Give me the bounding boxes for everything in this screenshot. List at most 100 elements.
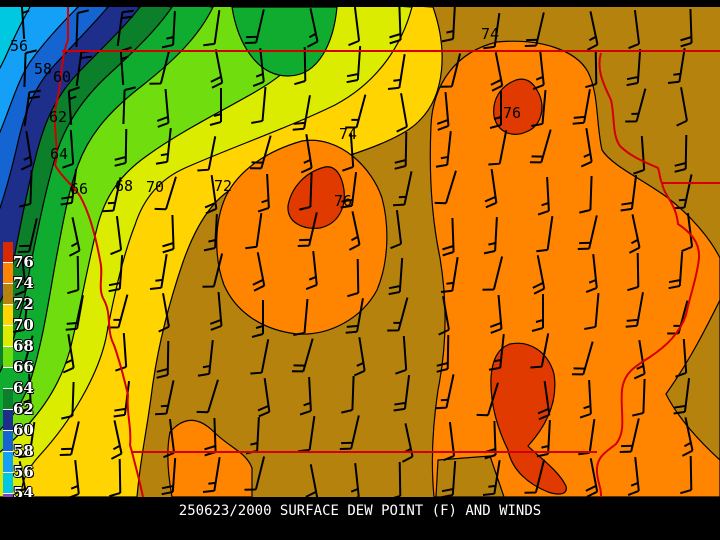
wind-barb bbox=[435, 374, 455, 410]
wind-barb bbox=[342, 132, 355, 172]
wind-barb bbox=[252, 252, 266, 292]
wind-barb bbox=[674, 134, 688, 173]
wind-barb bbox=[23, 49, 37, 88]
state-border bbox=[598, 52, 720, 184]
dewpoint-band bbox=[665, 299, 720, 461]
wind-barb bbox=[67, 459, 80, 497]
wind-barb bbox=[293, 298, 309, 336]
contour-label: 72 bbox=[214, 177, 233, 195]
wind-barb bbox=[348, 7, 361, 47]
dewpoint-band bbox=[493, 78, 543, 135]
wind-barb bbox=[245, 213, 263, 250]
wind-barb bbox=[20, 7, 33, 40]
wind-barb bbox=[394, 131, 408, 170]
wind-barb bbox=[102, 177, 122, 213]
dewpoint-band bbox=[167, 419, 253, 497]
map-title: 250623/2000 SURFACE DEW POINT (F) AND WI… bbox=[178, 503, 542, 519]
wind-barb bbox=[249, 135, 272, 170]
wind-barb bbox=[531, 89, 547, 127]
wind-barb bbox=[579, 379, 592, 419]
wind-barb bbox=[537, 381, 551, 421]
wind-barb bbox=[155, 380, 175, 416]
wind-barb bbox=[13, 295, 29, 333]
wind-barb bbox=[585, 458, 599, 497]
wind-barb bbox=[202, 457, 221, 494]
colorbar-segment bbox=[3, 473, 13, 494]
wind-barb bbox=[62, 334, 75, 374]
state-border bbox=[53, 7, 144, 497]
dewpoint-band bbox=[287, 166, 345, 229]
wind-barb bbox=[209, 291, 223, 331]
wind-barb bbox=[524, 12, 545, 48]
wind-barb bbox=[204, 175, 218, 215]
wind-barb bbox=[393, 375, 411, 412]
dewpoint-band bbox=[0, 7, 79, 133]
wind-barb bbox=[440, 257, 459, 294]
wind-barb bbox=[628, 10, 641, 50]
wind-barb bbox=[441, 7, 456, 43]
wind-barb bbox=[531, 294, 544, 332]
wind-barb bbox=[20, 131, 33, 171]
wind-barb bbox=[632, 378, 646, 417]
wind-barb bbox=[149, 254, 168, 291]
wind-barb bbox=[438, 296, 450, 336]
wind-barb bbox=[203, 213, 218, 252]
colorbar-segment bbox=[3, 326, 13, 347]
wind-barb bbox=[396, 93, 408, 133]
contour-label: 68 bbox=[115, 177, 134, 195]
wind-barb bbox=[294, 46, 307, 86]
contour-label: 70 bbox=[146, 178, 165, 196]
wind-barb bbox=[65, 295, 84, 331]
wind-barb bbox=[14, 256, 27, 296]
wind-barb bbox=[244, 9, 265, 45]
wind-barb bbox=[149, 50, 171, 85]
colorbar-value: 58 bbox=[13, 442, 34, 460]
wind-barb bbox=[108, 254, 124, 293]
wind-barb bbox=[436, 91, 450, 131]
colorbar-segment bbox=[3, 242, 13, 263]
wind-barb bbox=[667, 48, 686, 85]
wind-barb bbox=[625, 292, 644, 328]
wind-barb bbox=[305, 250, 318, 290]
wind-barb bbox=[529, 129, 552, 164]
wind-barb bbox=[676, 87, 688, 127]
wind-barb bbox=[476, 382, 499, 417]
contour-label: 56 bbox=[10, 37, 29, 55]
wind-barb bbox=[348, 211, 361, 251]
dewpoint-band bbox=[231, 7, 338, 77]
colorbar-value: 70 bbox=[13, 316, 34, 334]
wind-barb bbox=[353, 337, 366, 377]
wind-barb bbox=[627, 252, 640, 292]
contour-label: 64 bbox=[50, 145, 69, 163]
wind-barb bbox=[443, 422, 456, 462]
colorbar-segment bbox=[3, 347, 13, 368]
wind-barb bbox=[62, 129, 75, 169]
wind-barb bbox=[489, 91, 502, 129]
colorbar-value: 62 bbox=[13, 400, 34, 418]
wind-barb bbox=[59, 421, 80, 457]
wind-barb bbox=[291, 338, 314, 373]
wind-barb bbox=[68, 217, 81, 257]
top-border bbox=[0, 0, 720, 7]
colorbar-value: 64 bbox=[13, 379, 34, 397]
wind-barb bbox=[305, 464, 319, 497]
wind-barb bbox=[158, 293, 170, 333]
wind-barb bbox=[162, 214, 175, 254]
colorbar-value: 76 bbox=[13, 253, 34, 271]
wind-barb bbox=[389, 461, 402, 497]
wind-barb bbox=[483, 216, 498, 255]
wind-barb bbox=[436, 334, 450, 373]
wind-barb bbox=[680, 8, 693, 48]
contour-label: 66 bbox=[70, 180, 89, 198]
wind-barb bbox=[161, 457, 177, 496]
wind-barb bbox=[341, 375, 355, 414]
wind-barb bbox=[580, 128, 593, 168]
colorbar-value: 60 bbox=[13, 421, 34, 439]
colorbar-value: 74 bbox=[13, 274, 34, 292]
wind-barb bbox=[155, 127, 172, 165]
wind-barb bbox=[482, 460, 501, 497]
wind-barb bbox=[577, 215, 598, 251]
wind-barb bbox=[680, 455, 693, 495]
wind-barb bbox=[340, 172, 358, 209]
wind-barb bbox=[67, 86, 80, 126]
